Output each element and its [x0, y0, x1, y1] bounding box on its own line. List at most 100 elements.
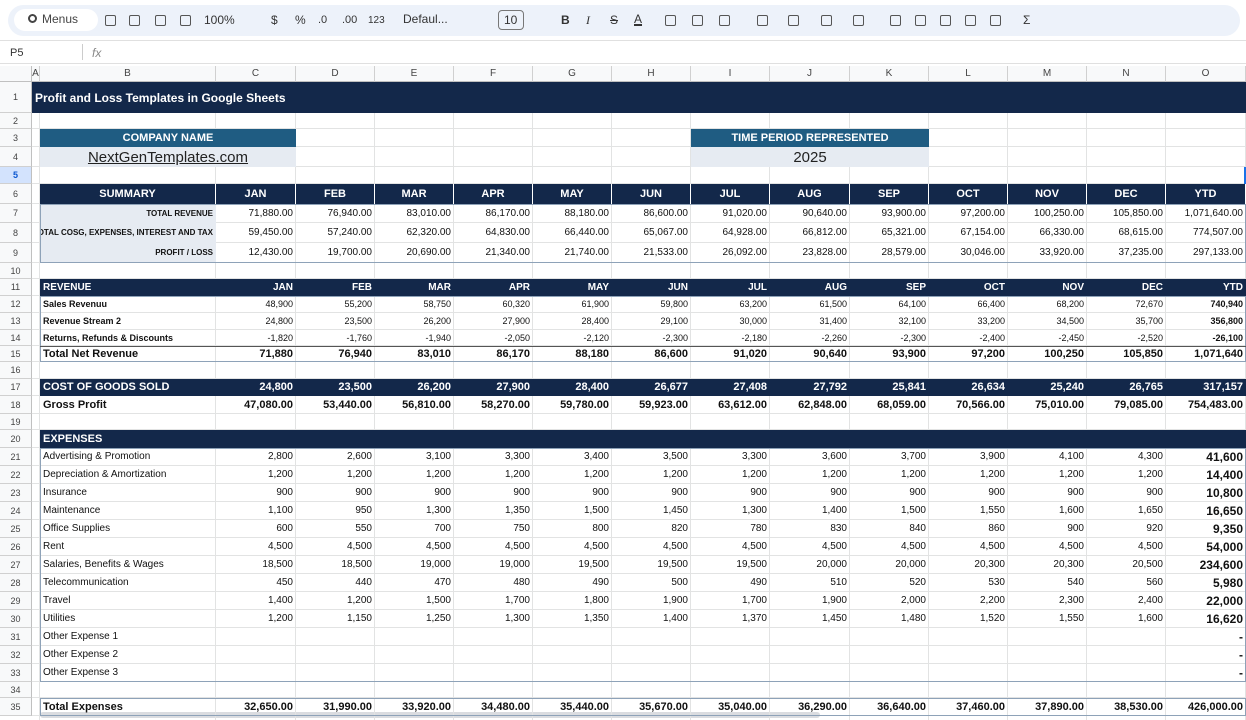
- column-header[interactable]: F: [454, 66, 533, 82]
- row-header[interactable]: 16: [0, 362, 32, 379]
- toolbar-number-format[interactable]: 123: [368, 15, 385, 26]
- row-header[interactable]: 34: [0, 682, 32, 698]
- toolbar-icon[interactable]: [940, 15, 951, 26]
- column-header[interactable]: H: [612, 66, 691, 82]
- column-header[interactable]: L: [929, 66, 1008, 82]
- row-header[interactable]: 1: [0, 82, 32, 113]
- row-header[interactable]: 9: [0, 243, 32, 263]
- row-header[interactable]: 30: [0, 610, 32, 628]
- toolbar-menus[interactable]: Menus: [42, 12, 79, 26]
- row-header[interactable]: 20: [0, 430, 32, 448]
- row-header[interactable]: 26: [0, 538, 32, 556]
- row-header[interactable]: 2: [0, 113, 32, 129]
- toolbar-functions[interactable]: Σ: [1023, 13, 1031, 27]
- cell: 26,200: [423, 316, 451, 326]
- row-header[interactable]: 21: [0, 448, 32, 466]
- cell: 4,500: [346, 541, 372, 552]
- toolbar-icon[interactable]: [105, 15, 116, 26]
- cell: JAN: [216, 279, 296, 296]
- row-header[interactable]: 28: [0, 574, 32, 592]
- row-header[interactable]: 35: [0, 698, 32, 716]
- toolbar-strikethrough[interactable]: S: [610, 13, 619, 27]
- column-header[interactable]: D: [296, 66, 375, 82]
- toolbar-decrease-decimal[interactable]: .0: [318, 14, 328, 26]
- column-header[interactable]: E: [375, 66, 454, 82]
- row-header[interactable]: 7: [0, 204, 32, 223]
- gridline: [1165, 82, 1166, 720]
- row-header[interactable]: 22: [0, 466, 32, 484]
- toolbar-icon[interactable]: [180, 15, 191, 26]
- row-header[interactable]: 4: [0, 147, 32, 167]
- toolbar-icon[interactable]: [129, 15, 140, 26]
- toolbar-italic[interactable]: I: [586, 13, 590, 27]
- cell: Utilities: [43, 613, 76, 624]
- column-header[interactable]: N: [1087, 66, 1166, 82]
- cell: Rent: [43, 541, 65, 552]
- row-header[interactable]: 27: [0, 556, 32, 574]
- toolbar-icon[interactable]: [990, 15, 1001, 26]
- toolbar-icon[interactable]: [692, 15, 703, 26]
- toolbar-bold[interactable]: B: [561, 13, 570, 27]
- toolbar-icon[interactable]: [155, 15, 166, 26]
- row-header[interactable]: 29: [0, 592, 32, 610]
- toolbar-icon[interactable]: [821, 15, 832, 26]
- toolbar-icon[interactable]: [890, 15, 901, 26]
- toolbar-increase-decimal[interactable]: .00: [342, 14, 358, 26]
- row-header[interactable]: 8: [0, 223, 32, 243]
- row-header[interactable]: 25: [0, 520, 32, 538]
- row-header[interactable]: 3: [0, 129, 32, 147]
- cell: 37,235.00: [1118, 247, 1164, 258]
- cell: 500: [671, 577, 688, 588]
- row-header[interactable]: 10: [0, 263, 32, 279]
- column-header[interactable]: A: [32, 66, 40, 82]
- toolbar-font-size[interactable]: 10: [504, 13, 518, 27]
- row-header[interactable]: 32: [0, 646, 32, 664]
- toolbar-icon[interactable]: [757, 15, 768, 26]
- cell: 3,400: [583, 451, 609, 462]
- corner-cell[interactable]: [0, 66, 32, 82]
- row-header[interactable]: 13: [0, 313, 32, 330]
- font-size-box[interactable]: [498, 10, 524, 30]
- row-header[interactable]: 23: [0, 484, 32, 502]
- cell: 900: [434, 487, 451, 498]
- cell: 36,640.00: [877, 700, 926, 713]
- column-header[interactable]: I: [691, 66, 770, 82]
- toolbar-icon[interactable]: [853, 15, 864, 26]
- row-header[interactable]: 24: [0, 502, 32, 520]
- toolbar-icon[interactable]: [788, 15, 799, 26]
- row-header[interactable]: 33: [0, 664, 32, 682]
- toolbar-zoom[interactable]: 100%: [204, 13, 235, 27]
- toolbar-text-color[interactable]: A: [634, 12, 643, 26]
- toolbar-icon[interactable]: [965, 15, 976, 26]
- row-header[interactable]: 15: [0, 346, 32, 362]
- toolbar-icon[interactable]: [915, 15, 926, 26]
- row-header[interactable]: 6: [0, 184, 32, 204]
- toolbar-currency[interactable]: $: [271, 13, 278, 27]
- row-header[interactable]: 14: [0, 330, 32, 346]
- cell: 59,450.00: [248, 227, 294, 238]
- cell: 83,010.00: [406, 207, 452, 219]
- search-icon[interactable]: [28, 14, 37, 23]
- toolbar-font[interactable]: Defaul...: [403, 12, 448, 26]
- row-header[interactable]: 17: [0, 379, 32, 396]
- column-header[interactable]: M: [1008, 66, 1087, 82]
- column-header[interactable]: K: [850, 66, 929, 82]
- row-header[interactable]: 11: [0, 279, 32, 296]
- selected-row-edge: [1244, 167, 1246, 184]
- row-header[interactable]: 5: [0, 167, 32, 184]
- name-box[interactable]: P5: [10, 47, 24, 59]
- toolbar-icon[interactable]: [719, 15, 730, 26]
- row-header[interactable]: 31: [0, 628, 32, 646]
- row-header[interactable]: 19: [0, 414, 32, 430]
- column-header[interactable]: B: [40, 66, 216, 82]
- cell: 33,920.00: [1039, 247, 1085, 258]
- row-header[interactable]: 18: [0, 396, 32, 414]
- cell: -2,260: [821, 332, 847, 343]
- row-header[interactable]: 12: [0, 296, 32, 313]
- column-header[interactable]: O: [1166, 66, 1246, 82]
- column-header[interactable]: G: [533, 66, 612, 82]
- toolbar-percent[interactable]: %: [295, 13, 306, 27]
- toolbar-icon[interactable]: [665, 15, 676, 26]
- column-header[interactable]: J: [770, 66, 850, 82]
- column-header[interactable]: C: [216, 66, 296, 82]
